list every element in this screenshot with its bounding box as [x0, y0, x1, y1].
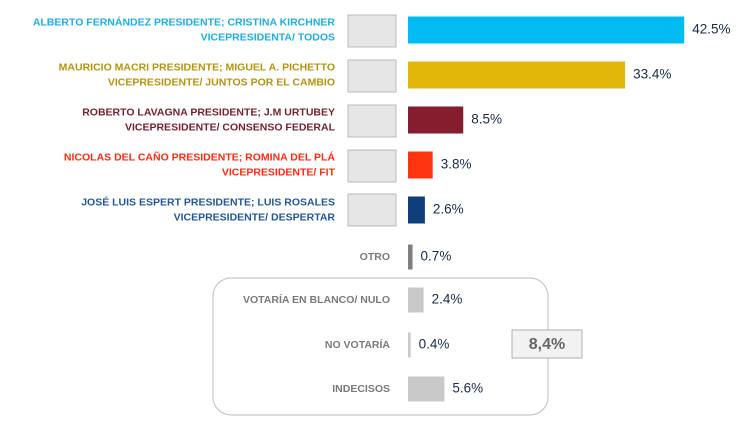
category-label: ROBERTO LAVAGNA PRESIDENTE; J.M URTUBEY: [82, 106, 335, 118]
thumbnail: [347, 59, 397, 93]
category-label: NICOLAS DEL CAÑO PRESIDENTE; ROMINA DEL …: [64, 150, 335, 163]
bar: [408, 106, 464, 134]
bar: [408, 61, 626, 89]
bar: [408, 151, 433, 179]
value-label: 3.8%: [441, 157, 472, 172]
thumbnail: [347, 149, 397, 183]
group-total: 8,4%: [529, 336, 565, 353]
bar: [408, 16, 685, 44]
value-label: 0.4%: [419, 337, 450, 352]
category-label: VICEPRESIDENTE/ DESPERTAR: [174, 211, 336, 223]
value-label: 0.7%: [421, 249, 452, 264]
category-label: VICEPRESIDENTE/ CONSENSO FEDERAL: [125, 121, 336, 133]
value-label: 8.5%: [471, 112, 502, 127]
thumbnails: [347, 14, 397, 227]
bar: [408, 376, 445, 402]
category-label: JOSÉ LUIS ESPERT PRESIDENTE; LUIS ROSALE…: [81, 195, 335, 208]
thumbnail: [347, 193, 397, 227]
category-label: VICEPRESIDENTE/ JUNTOS POR EL CAMBIO: [108, 76, 335, 88]
category-label: VICEPRESIDENTE/ FIT: [222, 166, 336, 178]
category-label: MAURICIO MACRI PRESIDENTE; MIGUEL A. PIC…: [59, 61, 335, 73]
thumbnail: [347, 104, 397, 138]
category-label: INDECISOS: [332, 383, 390, 395]
total-box: [511, 329, 583, 359]
bar: [408, 287, 424, 313]
value-label: 33.4%: [633, 67, 671, 82]
value-label: 5.6%: [452, 381, 483, 396]
value-label: 42.5%: [692, 22, 730, 37]
category-label: VOTARÍA EN BLANCO/ NULO: [243, 293, 390, 306]
category-label: NO VOTARÍA: [325, 338, 391, 351]
value-label: 2.4%: [432, 292, 463, 307]
bar: [408, 196, 425, 224]
bar: [408, 244, 413, 270]
bar: [408, 332, 411, 358]
value-label: 2.6%: [433, 202, 464, 217]
category-label: ALBERTO FERNÁNDEZ PRESIDENTE; CRISTINA K…: [33, 15, 336, 28]
category-label: VICEPRESIDENTA/ TODOS: [201, 31, 335, 43]
category-label: OTRO: [360, 251, 390, 263]
thumbnail: [347, 14, 397, 48]
